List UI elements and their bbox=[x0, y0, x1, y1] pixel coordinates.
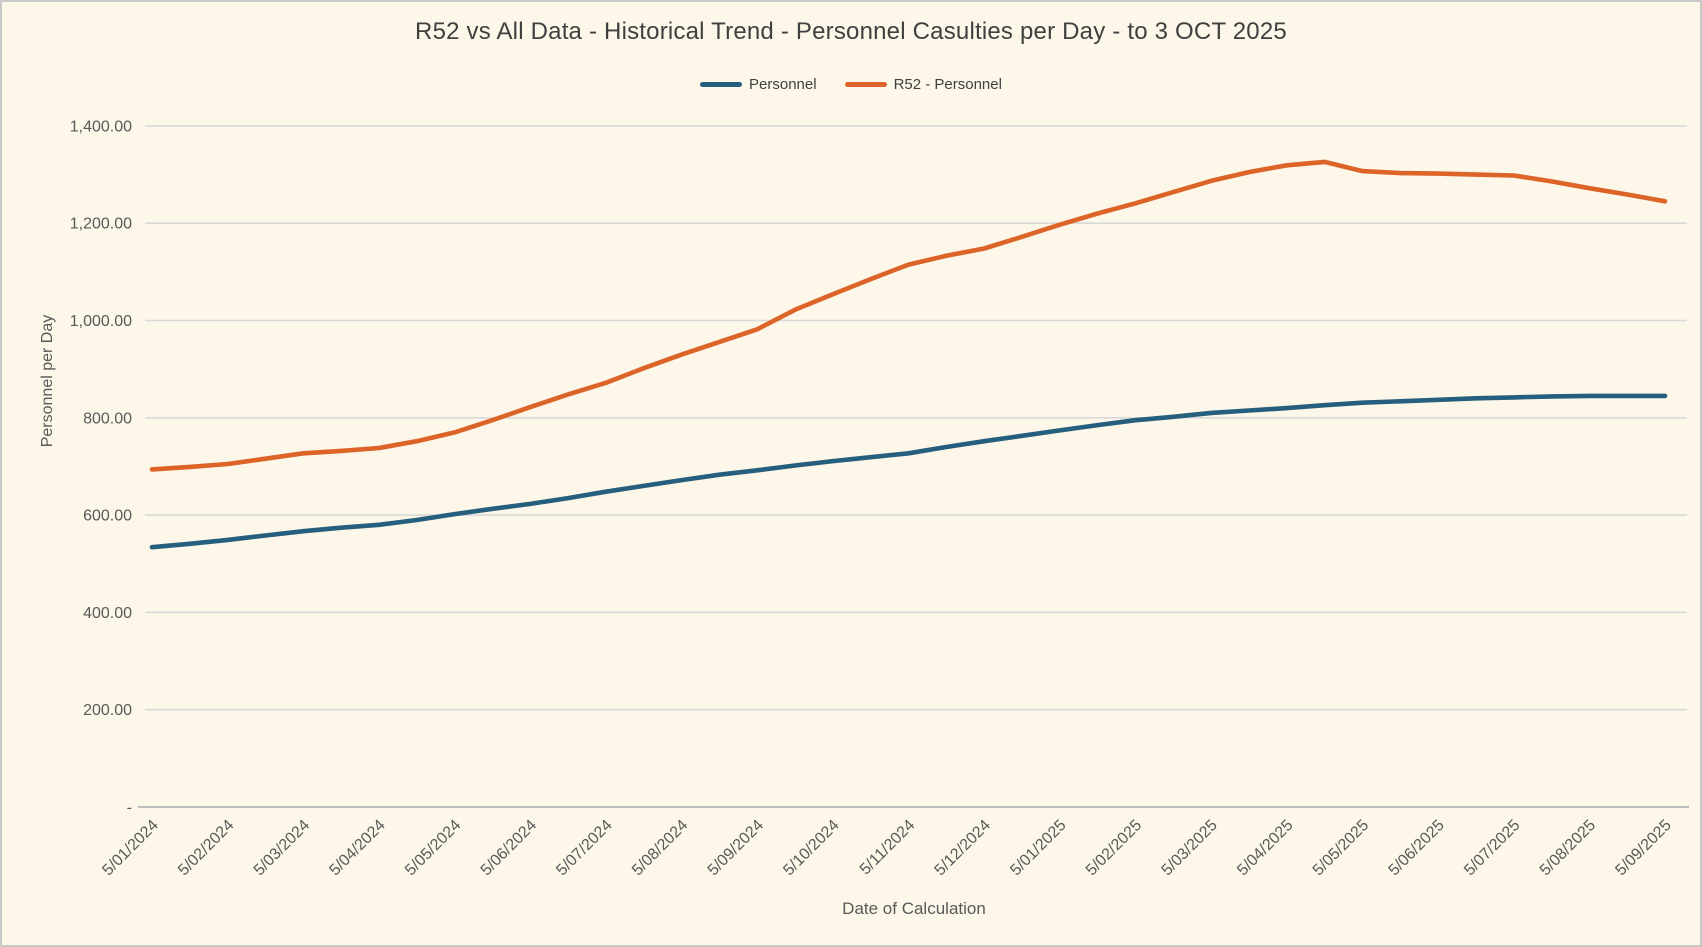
x-tick-label: 5/08/2024 bbox=[629, 817, 691, 879]
y-tick-label: 1,400.00 bbox=[70, 118, 132, 135]
legend-label-r52-personnel: R52 - Personnel bbox=[893, 76, 1002, 93]
legend-swatch-personnel bbox=[700, 82, 743, 87]
x-tick-label: 5/03/2025 bbox=[1159, 817, 1221, 879]
x-tick-label: 5/07/2024 bbox=[553, 817, 615, 879]
x-tick-label: 5/02/2024 bbox=[175, 817, 237, 879]
y-tick-label: 400.00 bbox=[83, 605, 132, 622]
x-tick-label: 5/05/2025 bbox=[1310, 817, 1372, 879]
y-tick-label: 1,000.00 bbox=[70, 313, 132, 330]
legend-item-r52-personnel: R52 - Personnel bbox=[844, 76, 1002, 93]
x-tick-label: 5/01/2025 bbox=[1007, 817, 1069, 879]
y-tick-label: 800.00 bbox=[83, 410, 132, 427]
x-tick-label: 5/04/2024 bbox=[326, 817, 388, 879]
legend-label-personnel: Personnel bbox=[749, 76, 817, 93]
y-tick-label: - bbox=[127, 800, 132, 817]
chart-legend: Personnel R52 - Personnel bbox=[2, 76, 1700, 93]
x-axis-title: Date of Calculation bbox=[842, 899, 986, 918]
x-tick-label: 5/09/2025 bbox=[1612, 817, 1674, 879]
x-tick-label: 5/03/2024 bbox=[251, 817, 313, 879]
legend-item-personnel: Personnel bbox=[700, 76, 817, 93]
x-tick-label: 5/12/2024 bbox=[932, 817, 994, 879]
x-tick-label: 5/08/2025 bbox=[1537, 817, 1599, 879]
legend-swatch-r52-personnel bbox=[844, 82, 887, 87]
x-tick-label: 5/01/2024 bbox=[99, 817, 161, 879]
x-tick-label: 5/02/2025 bbox=[1083, 817, 1145, 879]
x-tick-label: 5/11/2024 bbox=[857, 817, 919, 879]
y-tick-label: 600.00 bbox=[83, 508, 132, 525]
y-tick-label: 200.00 bbox=[83, 702, 132, 719]
x-tick-label: 5/06/2025 bbox=[1386, 817, 1448, 879]
x-tick-label: 5/07/2025 bbox=[1461, 817, 1523, 879]
chart-title: R52 vs All Data - Historical Trend - Per… bbox=[415, 18, 1287, 45]
x-tick-label: 5/05/2024 bbox=[402, 817, 464, 879]
x-tick-label: 5/09/2024 bbox=[705, 817, 767, 879]
x-tick-label: 5/06/2024 bbox=[478, 817, 540, 879]
series-line-r52-personnel bbox=[149, 159, 1668, 472]
y-tick-label: 1,200.00 bbox=[70, 216, 132, 233]
x-tick-label: 5/04/2025 bbox=[1234, 817, 1296, 879]
series-line-personnel bbox=[149, 393, 1668, 550]
x-tick-label: 5/10/2024 bbox=[780, 817, 842, 879]
